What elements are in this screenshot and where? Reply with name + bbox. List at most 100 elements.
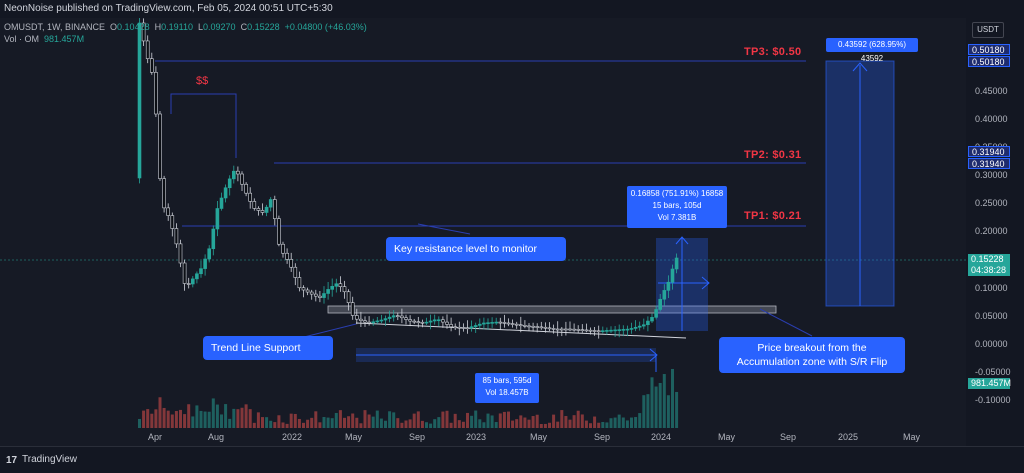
- x-tick: May: [345, 432, 363, 442]
- candle-body: [137, 22, 142, 179]
- tp2-label: TP2: $0.31: [744, 149, 802, 161]
- price-chart[interactable]: [0, 18, 966, 446]
- volume-label: Vol · OM: [4, 34, 40, 44]
- volume-bar: [154, 409, 158, 428]
- volume-bar: [162, 407, 166, 428]
- change-value: +0.04800 (+46.03%): [284, 22, 367, 32]
- volume-bar: [572, 415, 576, 428]
- candle-body: [584, 329, 589, 332]
- volume-bar: [494, 422, 498, 428]
- volume-bar: [285, 423, 289, 428]
- candle-body: [674, 257, 679, 270]
- volume-bar: [584, 420, 588, 428]
- volume-bar: [220, 414, 223, 428]
- volume-bar: [630, 417, 633, 428]
- x-tick: Sep: [409, 432, 426, 442]
- accumulation-zone: [327, 305, 777, 314]
- volume-bar: [523, 417, 527, 428]
- breakout-callout[interactable]: Price breakout from the Accumulation zon…: [719, 337, 905, 373]
- x-tick: May: [718, 432, 736, 442]
- candle-body: [182, 262, 187, 284]
- volume-bar: [404, 420, 408, 428]
- price-axis[interactable]: [966, 18, 1024, 446]
- volume-bar: [359, 423, 363, 428]
- volume-bar: [363, 410, 367, 428]
- candle-body: [412, 320, 417, 323]
- symbol-label[interactable]: OMUSDT, 1W, BINANCE: [4, 22, 106, 32]
- volume-bar: [580, 414, 584, 428]
- x-tick: Aug: [208, 432, 225, 442]
- y-tick: -0.10000: [975, 395, 1011, 405]
- volume-bar: [429, 423, 433, 428]
- x-tick: 2025: [838, 432, 859, 442]
- volume-bar: [142, 410, 146, 428]
- publisher-text: NeonNoise published on TradingView.com, …: [4, 3, 333, 14]
- x-tick: Sep: [780, 432, 797, 442]
- volume-bar: [240, 407, 244, 428]
- candle-body: [150, 58, 154, 73]
- candle-body: [309, 291, 314, 295]
- candle-body: [240, 173, 244, 185]
- candle-body: [342, 286, 347, 293]
- volume-bar: [310, 417, 314, 428]
- candle-body: [449, 324, 453, 328]
- trend-line-callout[interactable]: Trend Line Support: [203, 336, 333, 360]
- footer-bar: 17 TradingView: [0, 446, 1024, 473]
- volume-bar: [146, 409, 150, 428]
- volume-bar: [199, 410, 203, 428]
- volume-bar: [396, 418, 400, 428]
- volume-bar: [195, 405, 199, 428]
- candle-body: [375, 320, 380, 323]
- volume-bar: [433, 419, 437, 428]
- volume-bar: [338, 410, 342, 428]
- key-resistance-callout[interactable]: Key resistance level to monitor: [386, 237, 566, 261]
- volume-bar: [482, 422, 486, 428]
- candle-body: [215, 208, 220, 230]
- candle-body: [379, 319, 384, 322]
- volume-bar: [437, 417, 441, 428]
- volume-bar: [650, 377, 654, 428]
- volume-bar: [400, 422, 404, 428]
- tp3-measure-label: 0.43592 (628.95%) 43592: [826, 38, 918, 63]
- volume-bar: [548, 422, 551, 428]
- volume-bar: [273, 422, 277, 428]
- candle-body: [203, 258, 207, 269]
- volume-bar: [166, 410, 170, 428]
- open-value: 0.10428: [117, 22, 150, 32]
- candle-body: [469, 326, 474, 329]
- volume-bar: [384, 420, 387, 428]
- volume-bar: [293, 413, 297, 428]
- candle-body: [658, 298, 663, 310]
- candle-body: [564, 328, 568, 331]
- x-tick: May: [530, 432, 548, 442]
- volume-bar: [613, 417, 617, 428]
- candle-body: [580, 329, 585, 331]
- candle-body: [416, 321, 421, 323]
- volume-bar: [552, 414, 556, 428]
- low-value: 0.09270: [203, 22, 236, 32]
- candle-body: [465, 327, 470, 330]
- ohlc-legend: OMUSDT, 1W, BINANCE O0.10428 H0.19110 L0…: [4, 22, 367, 32]
- candle-body: [277, 218, 281, 245]
- candle-body: [453, 326, 458, 329]
- volume-bar: [191, 416, 195, 428]
- tradingview-logo-icon[interactable]: 17: [6, 455, 18, 466]
- volume-bar: [187, 404, 191, 428]
- candle-body: [354, 315, 359, 320]
- bar-countdown-badge: 04:38:28: [968, 265, 1010, 276]
- y-tick: 0.25000: [975, 198, 1008, 208]
- candle-body: [199, 268, 203, 275]
- volume-bar: [392, 412, 396, 428]
- volume-bar: [638, 413, 642, 428]
- x-tick: May: [903, 432, 921, 442]
- x-tick: 2022: [282, 432, 303, 442]
- x-tick: 2023: [466, 432, 487, 442]
- volume-bar: [461, 421, 465, 428]
- candle-body: [367, 321, 371, 324]
- candle-body: [555, 328, 560, 331]
- tp1-measure-label: 0.16858 (751.91%) 16858 15 bars, 105d Vo…: [627, 186, 727, 228]
- candle-body: [629, 328, 634, 330]
- volume-bar: [457, 420, 461, 428]
- currency-button[interactable]: USDT: [972, 22, 1004, 38]
- brand-name[interactable]: TradingView: [22, 454, 78, 465]
